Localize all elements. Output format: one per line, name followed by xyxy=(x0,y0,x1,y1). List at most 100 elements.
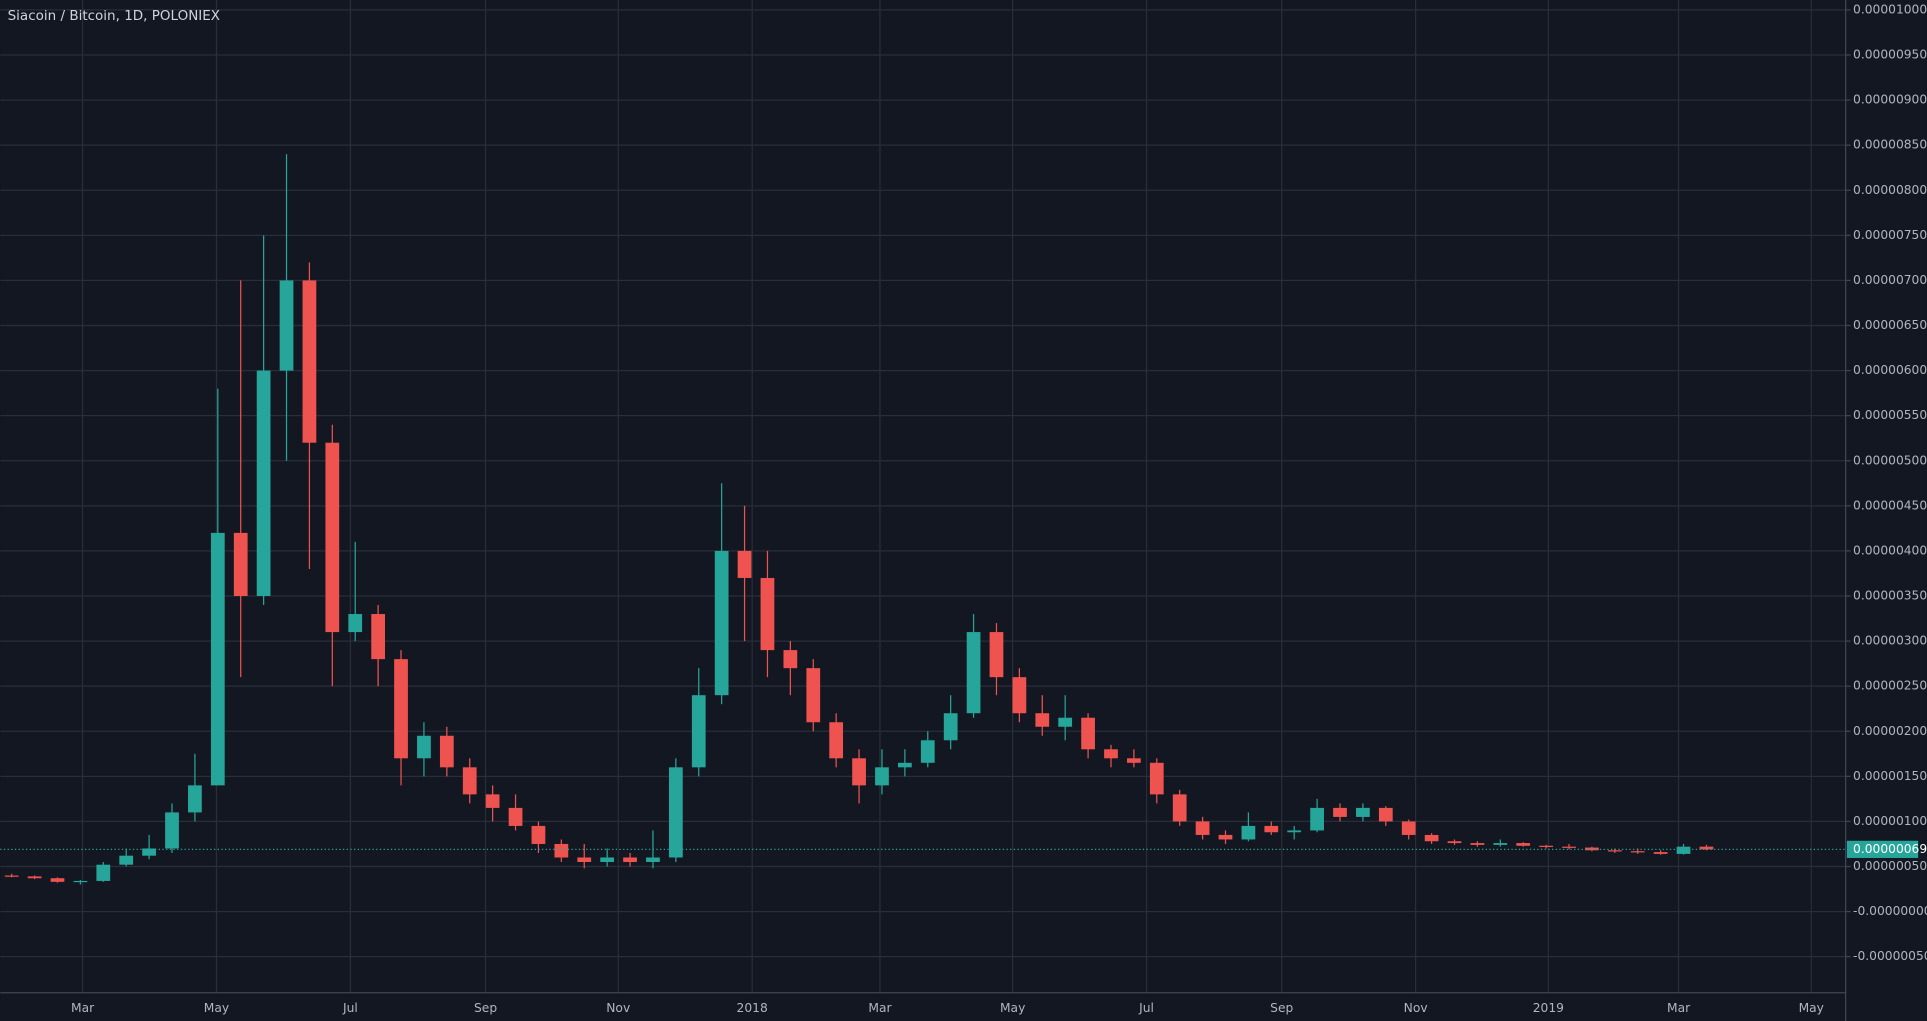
candle-body xyxy=(783,650,798,669)
candle-body xyxy=(371,614,385,660)
candle-body xyxy=(1172,794,1187,822)
candle-body xyxy=(462,767,477,795)
y-tick-label: 0.00000350 xyxy=(1853,589,1927,603)
y-tick-label: 0.00000550 xyxy=(1853,408,1927,422)
candle-body xyxy=(1149,762,1164,795)
candle-body xyxy=(96,864,111,881)
candle-body xyxy=(943,713,958,741)
candle-body xyxy=(233,532,248,597)
candle-body xyxy=(668,767,683,858)
candle-body xyxy=(325,442,340,633)
candle-body xyxy=(1356,807,1370,817)
y-tick-label: 0.00000450 xyxy=(1853,498,1927,512)
candle-body xyxy=(897,762,912,768)
candle-body xyxy=(920,740,935,763)
candle-body xyxy=(531,825,546,844)
candle-body xyxy=(806,668,821,723)
candle-body xyxy=(1241,825,1256,840)
candle-body xyxy=(279,280,294,371)
candle-body xyxy=(554,843,569,858)
last-price-badge xyxy=(1846,840,1919,858)
candle-body xyxy=(188,785,202,813)
candle-body xyxy=(1081,717,1095,750)
y-tick-label: 0.00000400 xyxy=(1853,543,1927,557)
candle-body xyxy=(760,577,775,651)
x-tick-label: 2018 xyxy=(737,1001,768,1015)
candle-body xyxy=(1012,677,1027,714)
candle-body xyxy=(1218,834,1233,840)
candle-body xyxy=(1470,843,1485,845)
x-tick-label: Mar xyxy=(868,1001,892,1015)
y-tick-label: -0.00000050 xyxy=(1853,949,1927,963)
y-tick-label: 0.00000800 xyxy=(1853,183,1927,197)
candle-body xyxy=(1401,821,1416,835)
x-tick-label: Jul xyxy=(1138,1001,1154,1015)
candle-body xyxy=(142,848,156,856)
candle-body xyxy=(1699,846,1714,850)
candle-body xyxy=(1378,807,1393,822)
x-tick-label: May xyxy=(1000,1001,1025,1015)
x-tick-label: May xyxy=(1799,1001,1824,1015)
x-tick-label: Jul xyxy=(342,1001,358,1015)
x-tick-label: Nov xyxy=(1404,1001,1428,1015)
candle-body xyxy=(623,857,637,862)
candle-body xyxy=(1585,847,1599,851)
candle-body xyxy=(737,550,752,578)
last-price-label: 0.00000069 xyxy=(1853,842,1927,856)
y-tick-label: 0.00000100 xyxy=(1853,814,1927,828)
axes: 0.00001000 0.00000950 0.00000900 0.00000850… xyxy=(71,2,1927,1015)
candle-body xyxy=(875,767,889,786)
y-tick-label: -0.00000000 xyxy=(1853,904,1927,918)
x-tick-label: Mar xyxy=(1667,1001,1691,1015)
y-tick-label: 0.00000200 xyxy=(1853,724,1927,738)
x-tick-label: Mar xyxy=(71,1001,95,1015)
candle-body xyxy=(302,280,317,443)
candle-body xyxy=(1058,717,1073,727)
candle-body xyxy=(966,632,981,714)
candle-body xyxy=(646,857,660,862)
y-tick-label: 0.00001000 xyxy=(1853,2,1927,16)
x-tick-label: Sep xyxy=(474,1001,497,1015)
candle-body xyxy=(4,875,19,877)
y-tick-label: 0.00000600 xyxy=(1853,363,1927,377)
candle-body xyxy=(989,632,1004,678)
candles xyxy=(0,154,1846,885)
candle-body xyxy=(1127,758,1141,763)
candle-body xyxy=(1333,807,1347,817)
candle-body xyxy=(829,722,844,759)
candle-body xyxy=(394,659,408,759)
candle-body xyxy=(1676,846,1691,854)
candle-body xyxy=(1630,851,1645,853)
candle-body xyxy=(50,878,65,882)
y-tick-label: 0.00000300 xyxy=(1853,634,1927,648)
candle-body xyxy=(1195,821,1210,835)
candle-body xyxy=(1493,843,1508,845)
candle-body xyxy=(165,812,179,849)
candle-body xyxy=(508,807,523,826)
candle-body xyxy=(577,857,592,862)
candle-body xyxy=(714,550,729,696)
candle-body xyxy=(210,532,225,786)
candle-body xyxy=(1562,846,1576,848)
candle-body xyxy=(348,614,363,633)
candle-body xyxy=(600,857,615,862)
x-tick-label: Nov xyxy=(606,1001,630,1015)
y-tick-label: 0.00000950 xyxy=(1853,48,1927,62)
candle-body xyxy=(1035,713,1050,727)
y-tick-label: 0.00000250 xyxy=(1853,679,1927,693)
candle-body xyxy=(1516,843,1531,846)
candle-body xyxy=(485,794,500,808)
candle-body xyxy=(119,855,134,865)
candle-body xyxy=(73,880,88,883)
candle-body xyxy=(1539,845,1553,847)
candle-body xyxy=(1264,825,1279,833)
y-tick-label: 0.00000050 xyxy=(1853,859,1927,873)
candle-body xyxy=(691,695,706,768)
candle-body xyxy=(256,370,271,597)
candle-body xyxy=(852,758,866,786)
y-tick-label: 0.00000900 xyxy=(1853,93,1927,107)
y-tick-label: 0.00000500 xyxy=(1853,453,1927,467)
grid xyxy=(0,0,1846,993)
